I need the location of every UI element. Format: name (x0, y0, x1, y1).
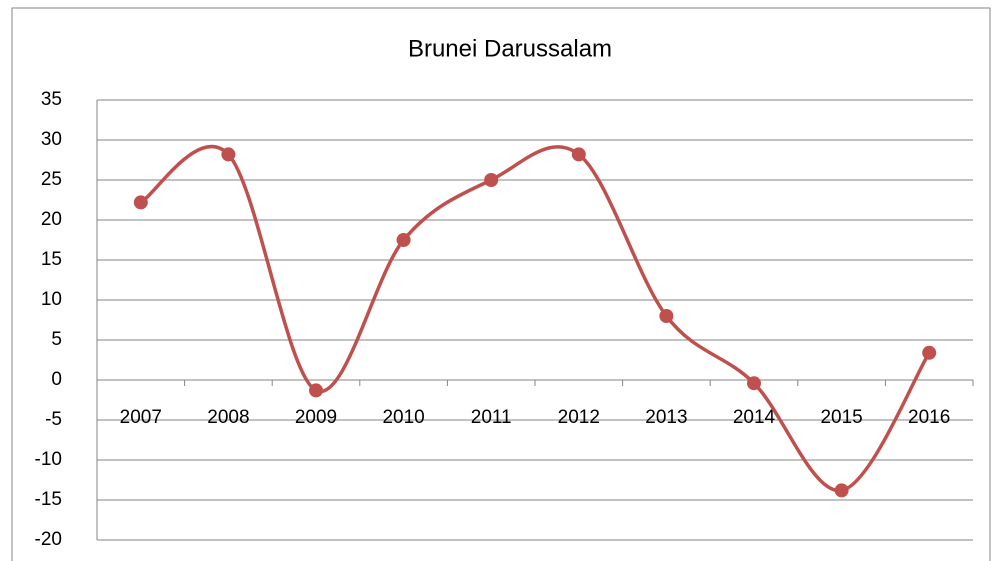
x-tick-label: 2007 (120, 407, 162, 428)
data-point (835, 483, 849, 497)
data-point (309, 383, 323, 397)
x-tick-label: 2010 (382, 407, 424, 428)
y-tick-label: 15 (41, 249, 62, 270)
chart-frame (12, 8, 990, 561)
y-tick-label: 20 (41, 209, 62, 230)
y-tick-label: 25 (41, 169, 62, 190)
chart: Brunei Darussalam -20 -15 -10 -5 0 5 10 15 20 25 3… (0, 0, 999, 561)
x-tick-label: 2011 (471, 407, 512, 428)
data-point (484, 173, 498, 187)
x-tick-label: 2016 (908, 407, 950, 428)
data-point (659, 309, 673, 323)
y-tick-label: 5 (51, 329, 62, 350)
y-tick-label: -10 (35, 449, 62, 470)
y-tick-label: 10 (41, 289, 62, 310)
data-point (572, 147, 586, 161)
data-point (134, 195, 148, 209)
x-tick-label: 2014 (733, 407, 776, 428)
y-tick-label: 0 (51, 369, 62, 390)
data-point (922, 346, 936, 360)
x-tick-label: 2009 (295, 407, 337, 428)
data-point (397, 233, 411, 247)
y-tick-label: 35 (41, 89, 62, 110)
x-tick-label: 2008 (207, 407, 249, 428)
data-point (221, 147, 235, 161)
x-tick-label: 2012 (558, 407, 600, 428)
chart-title: Brunei Darussalam (408, 35, 612, 62)
x-tick-label: 2013 (645, 407, 687, 428)
y-tick-label: 30 (41, 129, 62, 150)
x-tick-label: 2015 (820, 407, 862, 428)
data-point (747, 376, 761, 390)
y-tick-label: -5 (45, 409, 62, 430)
y-tick-label: -15 (35, 489, 62, 510)
y-tick-label: -20 (35, 529, 62, 550)
